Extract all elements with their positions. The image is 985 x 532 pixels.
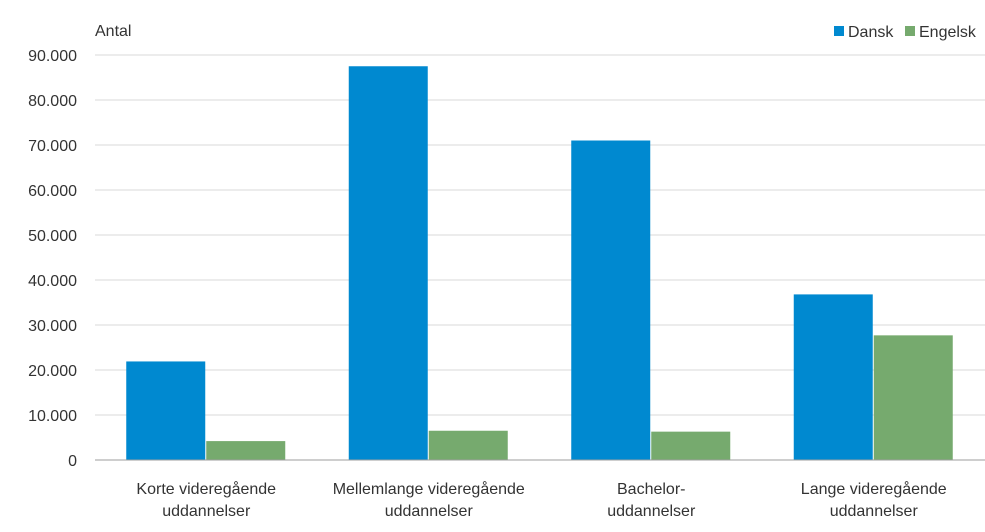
y-axis-label: Antal bbox=[95, 23, 131, 40]
bars bbox=[126, 66, 953, 460]
x-tick-label: Lange videregående bbox=[801, 480, 947, 498]
x-tick-label: uddannelser bbox=[607, 503, 696, 520]
bar-engelsk-1 bbox=[206, 441, 286, 460]
bar-engelsk-3 bbox=[651, 431, 731, 460]
gridlines bbox=[95, 54, 985, 416]
y-tick-label: 40.000 bbox=[28, 273, 77, 290]
y-tick-label: 90.000 bbox=[28, 48, 77, 65]
y-tick-label: 80.000 bbox=[28, 93, 77, 110]
bar-engelsk-4 bbox=[873, 335, 953, 460]
y-tick-label: 20.000 bbox=[28, 363, 77, 380]
y-tick-label: 70.000 bbox=[28, 138, 77, 155]
y-tick-label: 0 bbox=[68, 453, 77, 470]
y-tick-label: 30.000 bbox=[28, 318, 77, 335]
x-tick-label: uddannelser bbox=[830, 503, 919, 520]
legend-swatch-dansk bbox=[834, 26, 844, 36]
x-tick-label: Korte videregående bbox=[136, 480, 276, 498]
bar-dansk-2 bbox=[348, 66, 428, 460]
bar-dansk-1 bbox=[126, 361, 206, 460]
x-tick-label: Mellemlange videregående bbox=[333, 480, 525, 498]
y-tick-label: 60.000 bbox=[28, 183, 77, 200]
bar-engelsk-2 bbox=[428, 430, 508, 460]
legend-swatch-engelsk bbox=[905, 26, 915, 36]
legend-label-dansk: Dansk bbox=[848, 24, 894, 41]
y-tick-label: 50.000 bbox=[28, 228, 77, 245]
x-tick-label: Bachelor- bbox=[617, 481, 685, 498]
legend: Dansk Engelsk bbox=[834, 24, 977, 41]
y-tick-label: 10.000 bbox=[28, 408, 77, 425]
bar-dansk-3 bbox=[571, 140, 651, 460]
bar-dansk-4 bbox=[793, 294, 873, 460]
x-tick-label: uddannelser bbox=[162, 503, 251, 520]
x-tick-label: uddannelser bbox=[385, 503, 474, 520]
legend-label-engelsk: Engelsk bbox=[919, 24, 977, 41]
labels: 0 10.000 20.000 30.000 40.000 50.000 60.000 70.… bbox=[28, 23, 947, 520]
